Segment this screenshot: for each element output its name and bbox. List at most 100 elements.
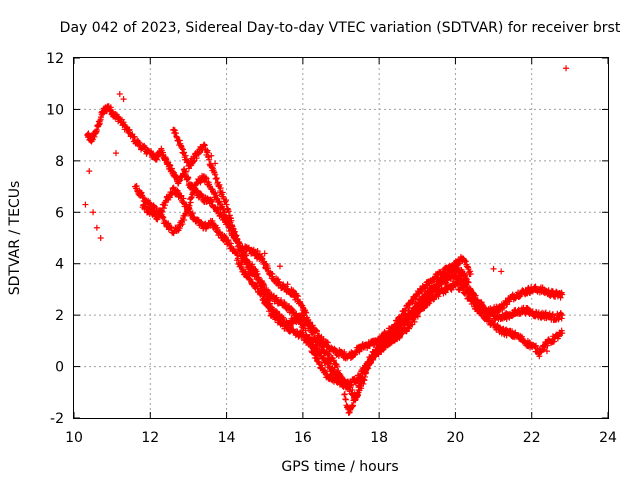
data-point: [273, 308, 280, 315]
data-point: [425, 292, 432, 299]
x-tick-label: 20: [447, 430, 465, 446]
y-tick-label: 10: [46, 102, 64, 118]
x-tick-label: 22: [523, 430, 541, 446]
data-point: [254, 255, 261, 262]
grid: [74, 58, 608, 418]
data-point: [165, 220, 172, 227]
data-point: [160, 214, 167, 221]
data-point: [433, 283, 440, 290]
data-point: [349, 386, 356, 393]
x-tick-label: 10: [65, 430, 83, 446]
data-point: [225, 208, 232, 215]
plot-frame: [73, 57, 609, 419]
data-point: [347, 383, 354, 390]
data-point: [411, 318, 418, 325]
data-point: [267, 300, 274, 307]
data-point: [338, 373, 345, 380]
y-tick-label: 0: [55, 360, 64, 376]
x-tick-label: 24: [599, 430, 617, 446]
data-point: [293, 319, 300, 326]
chart-title: Day 042 of 2023, Sidereal Day-to-day VTE…: [60, 20, 621, 36]
data-point: [204, 147, 211, 154]
data-point: [299, 307, 306, 313]
data-point: [82, 201, 89, 208]
data-point: [97, 235, 104, 241]
data-point: [213, 175, 220, 182]
data-point: [359, 374, 366, 381]
data-point: [269, 271, 276, 277]
data-point: [403, 319, 410, 326]
data-point: [563, 65, 570, 72]
data-point: [237, 247, 244, 254]
data-point: [208, 152, 215, 159]
x-tick-label: 16: [294, 430, 312, 446]
data-point: [276, 263, 283, 270]
y-tick-label: -2: [50, 411, 64, 427]
y-tick-label: 4: [55, 257, 64, 273]
data-point: [559, 291, 566, 298]
data-point: [231, 228, 238, 235]
data-point: [559, 330, 566, 337]
data-point: [168, 165, 175, 172]
data-point: [284, 281, 291, 288]
data-point: [341, 348, 348, 355]
y-tick-label: 12: [46, 51, 64, 67]
data-point: [120, 96, 127, 103]
data-point: [543, 348, 550, 355]
data-point: [448, 268, 455, 275]
data-point: [189, 210, 196, 217]
data-point: [234, 238, 241, 245]
data-point: [467, 271, 474, 277]
data-point: [159, 208, 166, 215]
data-point: [193, 155, 200, 162]
data-point: [409, 298, 416, 305]
data-point: [341, 391, 348, 398]
x-axis-ticks: 10 12 14 16 18 20 22 24: [65, 58, 617, 446]
data-point: [244, 260, 251, 267]
data-point: [340, 384, 347, 391]
data-point: [292, 296, 299, 303]
data-point: [536, 353, 543, 360]
data-point: [455, 281, 462, 288]
data-point: [112, 150, 119, 157]
data-point: [160, 205, 167, 212]
x-axis-label: GPS time / hours: [281, 459, 398, 475]
x-tick-label: 14: [218, 430, 236, 446]
data-point: [179, 221, 186, 228]
data-point: [212, 160, 219, 167]
data-point: [116, 91, 123, 97]
data-point: [498, 268, 505, 275]
x-tick-label: 12: [141, 430, 159, 446]
y-axis-label: SDTVAR / TECUs: [7, 181, 23, 296]
y-tick-label: 2: [55, 308, 64, 324]
data-point: [185, 175, 192, 182]
y-tick-label: 6: [55, 205, 64, 221]
data-point: [176, 225, 183, 232]
x-tick-label: 18: [370, 430, 388, 446]
data-point: [166, 194, 173, 201]
y-axis-ticks: -2 0 2 4 6 8 10 12: [46, 51, 608, 427]
data-point: [86, 168, 93, 175]
y-tick-label: 8: [55, 154, 64, 170]
data-point: [334, 363, 341, 370]
data-point: [362, 368, 369, 375]
data-point: [310, 329, 317, 336]
data-points: [82, 65, 570, 416]
data-point: [294, 293, 301, 300]
data-point: [261, 250, 268, 257]
data-point: [216, 181, 223, 188]
data-point: [214, 205, 221, 212]
data-point: [182, 168, 189, 175]
data-point: [482, 312, 489, 319]
data-point: [280, 314, 287, 321]
data-point: [559, 312, 566, 319]
data-point: [191, 187, 198, 194]
data-point: [221, 232, 228, 239]
data-point: [490, 265, 497, 272]
data-point: [544, 342, 551, 349]
data-point: [475, 301, 482, 308]
data-point: [354, 392, 361, 399]
data-point: [90, 209, 97, 216]
data-point: [342, 396, 349, 403]
